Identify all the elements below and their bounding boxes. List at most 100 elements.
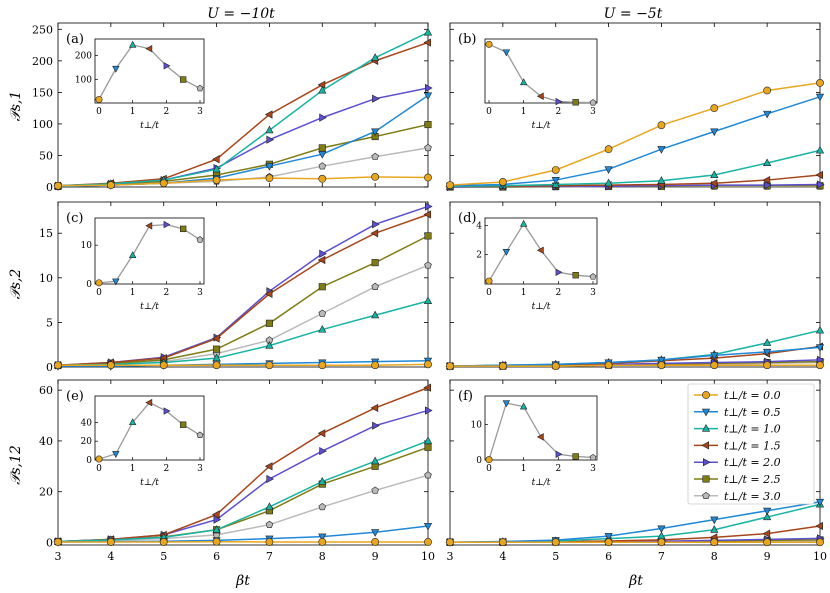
ylabel-row-3: 𝒫s,12 [8, 445, 24, 485]
data-point [264, 462, 273, 471]
data-point [318, 144, 326, 152]
data-point [423, 383, 432, 392]
data-point [424, 471, 432, 479]
inset-x-tick-label: 1 [521, 107, 527, 117]
data-point [424, 232, 432, 240]
inset-point [145, 398, 153, 407]
legend-entry: t⊥/t = 0.0 [694, 389, 781, 402]
data-point [815, 498, 825, 507]
inset-point [145, 222, 153, 230]
data-point [159, 179, 168, 188]
inset-x-tick-label: 1 [130, 288, 136, 298]
legend-entry: t⊥/t = 2.0 [694, 456, 781, 469]
data-point [54, 538, 62, 546]
data-point [816, 79, 824, 87]
inset-point [128, 40, 137, 48]
data-point [657, 146, 666, 154]
y-tick-label: 5 [46, 316, 53, 329]
data-point [604, 166, 613, 174]
data-point [657, 176, 666, 184]
data-point [710, 361, 719, 370]
data-point [213, 515, 222, 524]
data-point [212, 353, 221, 362]
data-point [816, 538, 824, 547]
inset-frame [484, 38, 598, 104]
inset: 0 1 2 3 0 20 40 t⊥/t [81, 395, 205, 488]
y-tick-label: 150 [32, 86, 53, 99]
inset-x-tick-label: 3 [197, 288, 203, 298]
data-point [266, 474, 275, 484]
inset-y-tick-label: 10 [81, 241, 93, 251]
inset-y-tick-label: 0 [476, 456, 482, 466]
data-point [424, 83, 433, 93]
data-point [265, 520, 274, 528]
data-point [762, 529, 771, 538]
data-point [763, 158, 772, 167]
data-point [371, 538, 380, 546]
series-1.0 [53, 296, 433, 369]
inset-x-tick-label: 0 [96, 107, 102, 117]
xlabel-left: βt [235, 573, 250, 589]
data-point [815, 170, 824, 180]
y-tick-label: 100 [32, 118, 53, 131]
axes-frame [449, 201, 821, 368]
data-point [763, 348, 772, 357]
legend-marker [702, 475, 710, 483]
data-point [816, 361, 824, 370]
series-line [449, 501, 821, 543]
data-point [372, 94, 380, 103]
data-point [604, 145, 613, 154]
data-point [371, 282, 379, 290]
legend-marker [702, 458, 711, 467]
data-point [710, 170, 719, 179]
data-point [815, 325, 825, 334]
data-point [265, 174, 274, 183]
inset-point [519, 402, 528, 410]
data-point [371, 152, 379, 160]
inset-point [502, 249, 511, 256]
data-point [212, 537, 221, 546]
inset-point [485, 456, 493, 464]
data-point [371, 456, 380, 465]
data-point [318, 533, 327, 542]
data-point [709, 179, 718, 188]
inset-x-tick-label: 2 [163, 464, 169, 474]
x-tick-label: 9 [372, 550, 379, 563]
data-point [424, 261, 432, 269]
data-point [265, 361, 274, 370]
data-point [551, 362, 560, 371]
data-point [446, 181, 454, 190]
data-point [211, 155, 220, 164]
y-tick-label: 250 [32, 23, 53, 36]
inset: 0 1 2 3 0 10 t⊥/t [471, 395, 598, 488]
data-point [423, 522, 433, 531]
data-point [604, 178, 613, 187]
x-tick-label: 9 [764, 550, 771, 563]
data-point [424, 360, 432, 369]
data-point [816, 180, 825, 189]
data-point [265, 125, 274, 134]
data-point [815, 93, 825, 102]
series-line [449, 346, 821, 367]
data-point [551, 538, 560, 547]
ylabel-row-2: 𝒫s,2 [8, 269, 24, 300]
inset: 0 1 2 3 0 10 t⊥/t [81, 217, 205, 312]
col-title-right: U = −5t [604, 6, 663, 22]
series-line [449, 96, 821, 187]
inset-point [555, 97, 563, 106]
data-point [211, 510, 220, 519]
inset-point [112, 451, 120, 459]
inset-point [112, 278, 120, 286]
series-line [57, 440, 429, 543]
data-point [106, 538, 115, 546]
inset-point [589, 453, 597, 461]
data-point [319, 113, 327, 122]
data-point [424, 443, 432, 451]
inset-point [95, 455, 103, 463]
inset-y-tick-label: 0 [86, 456, 92, 466]
data-point [318, 361, 327, 370]
x-tick-label: 6 [605, 550, 612, 563]
series-line [57, 235, 429, 366]
data-point [424, 121, 432, 129]
inset-point [572, 272, 579, 279]
